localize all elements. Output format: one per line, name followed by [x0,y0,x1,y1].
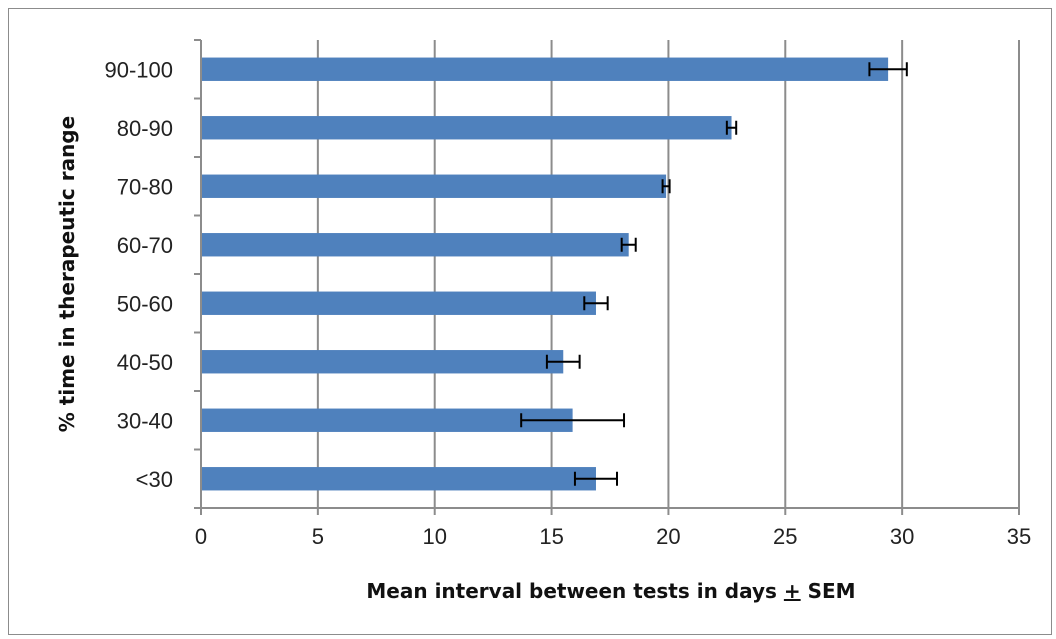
y-tick-label-lt30: <30 [136,467,173,492]
y-tick-label-30-40: 30-40 [117,408,173,433]
bar-70-80 [201,174,667,198]
bar-lt30 [201,467,596,491]
x-tick-label-10: 10 [422,524,446,549]
bar-30-40 [201,408,573,432]
bar-80-90 [201,116,732,140]
y-tick-label-50-60: 50-60 [117,291,173,316]
bar-40-50 [201,350,564,374]
x-tick-label-35: 35 [1007,524,1031,549]
y-tick-label-40-50: 40-50 [117,350,173,375]
x-tick-label-5: 5 [312,524,324,549]
x-tick-label-25: 25 [773,524,797,549]
bar-60-70 [201,233,629,257]
x-tick-labels: 0 5 10 15 20 25 30 35 [195,524,1031,549]
chart-frame [8,8,1052,635]
gridlines [200,40,1020,515]
y-tick-label-90-100: 90-100 [104,57,173,82]
bar-90-100 [201,57,889,81]
y-tick-labels: <30 30-40 40-50 50-60 60-70 70-80 80-90 90-100 [104,57,173,492]
y-tick-label-60-70: 60-70 [117,233,173,258]
axes [194,39,1019,509]
y-tick-label-70-80: 70-80 [117,174,173,199]
bar-50-60 [201,291,596,315]
x-axis-title: Mean interval between tests in days + SE… [366,579,855,603]
x-tick-label-30: 30 [890,524,914,549]
x-tick-label-0: 0 [195,524,207,549]
error-bars [520,62,908,486]
y-axis-title: % time in therapeutic range [55,116,79,432]
y-tick-label-80-90: 80-90 [117,116,173,141]
bars [201,57,889,491]
x-tick-label-20: 20 [656,524,680,549]
x-tick-label-15: 15 [539,524,563,549]
